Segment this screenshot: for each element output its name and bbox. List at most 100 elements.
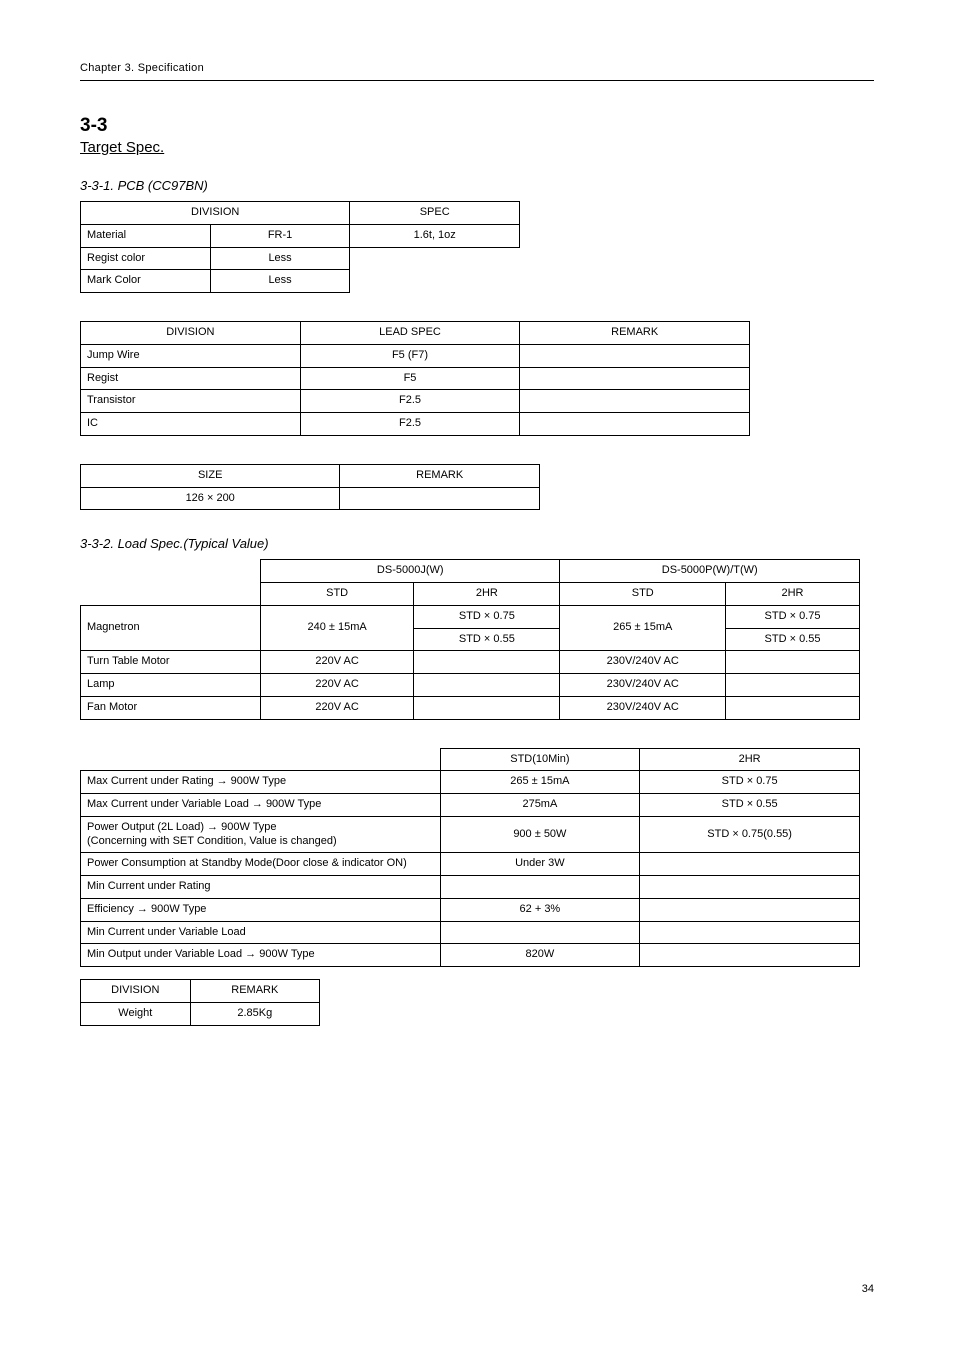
output-block: STD(10Min) 2HR Max Current under Rating …: [80, 748, 874, 968]
cell: [520, 390, 750, 413]
cell: [726, 696, 860, 719]
cell: [640, 853, 860, 876]
load-table: DS-5000J(W) DS-5000P(W)/T(W) STD 2HR STD…: [80, 559, 860, 719]
col-header: 2HR: [640, 748, 860, 771]
cell: 2.85Kg: [190, 1002, 319, 1025]
cell: 230V/240V AC: [560, 696, 726, 719]
table-row: Jump Wire F5 (F7): [81, 344, 750, 367]
load-block: DS-5000J(W) DS-5000P(W)/T(W) STD 2HR STD…: [80, 559, 874, 719]
cell: [520, 344, 750, 367]
cell: [640, 921, 860, 944]
table-row: Efficiency → 900W Type 62 + 3%: [81, 898, 860, 921]
cell: Min Current under Variable Load: [81, 921, 441, 944]
cell: Under 3W: [440, 853, 640, 876]
output-table: STD(10Min) 2HR Max Current under Rating …: [80, 748, 860, 968]
col-header: DIVISION: [81, 322, 301, 345]
col-header: STD(10Min): [440, 748, 640, 771]
cell-empty: [350, 270, 520, 293]
section-title: Target Spec.: [80, 139, 874, 156]
col-header: STD: [261, 583, 414, 606]
cell: 220V AC: [261, 674, 414, 697]
cell-empty: [350, 247, 520, 270]
cell: F2.5: [300, 413, 520, 436]
col-header: REMARK: [340, 464, 540, 487]
table-row: Regist F5: [81, 367, 750, 390]
cell: 240 ± 15mA: [261, 605, 414, 651]
table-row: Mark Color Less: [81, 270, 520, 293]
table-row: DIVISION SPEC: [81, 202, 520, 225]
col-header: 2HR: [414, 583, 560, 606]
cell: [726, 651, 860, 674]
table-row: IC F2.5: [81, 413, 750, 436]
cell: [640, 898, 860, 921]
table-row: Turn Table Motor 220V AC 230V/240V AC: [81, 651, 860, 674]
leadlength-table: DIVISION LEAD SPEC REMARK Jump Wire F5 (…: [80, 321, 750, 436]
cell: Min Output under Variable Load → 900W Ty…: [81, 944, 441, 967]
cell: Power Output (2L Load) → 900W Type (Conc…: [81, 816, 441, 853]
pcb-subtitle: 3-3-1. PCB (CC97BN): [80, 178, 874, 193]
cell: Regist: [81, 367, 301, 390]
col-header: DS-5000J(W): [261, 560, 560, 583]
cell: Max Current under Variable Load → 900W T…: [81, 794, 441, 817]
weight-block: DIVISION REMARK Weight 2.85Kg: [80, 979, 874, 1026]
cell: Less: [210, 270, 350, 293]
pattern-block: DIVISION SPEC Material FR-1 1.6t, 1oz Re…: [80, 201, 874, 293]
table-row: Min Current under Rating: [81, 876, 860, 899]
cell: [726, 674, 860, 697]
table-row: Max Current under Variable Load → 900W T…: [81, 794, 860, 817]
cell: STD × 0.55: [414, 628, 560, 651]
cell: 220V AC: [261, 651, 414, 674]
table-row: Max Current under Rating → 900W Type 265…: [81, 771, 860, 794]
table-row: Material FR-1 1.6t, 1oz: [81, 224, 520, 247]
header-rule: [80, 80, 874, 81]
table-row: Transistor F2.5: [81, 390, 750, 413]
chapter-label: Chapter 3. Specification: [80, 62, 874, 74]
cell-empty: [81, 560, 261, 606]
load-subtitle: 3-3-2. Load Spec.(Typical Value): [80, 536, 874, 551]
cell: F5 (F7): [300, 344, 520, 367]
table-row: Regist color Less: [81, 247, 520, 270]
cell: [414, 674, 560, 697]
cell: [440, 876, 640, 899]
cell: [640, 876, 860, 899]
cell: STD × 0.75: [414, 605, 560, 628]
cell: [520, 413, 750, 436]
table-row: Weight 2.85Kg: [81, 1002, 320, 1025]
page: Chapter 3. Specification 3-3 Target Spec…: [0, 0, 954, 1351]
cell: Less: [210, 247, 350, 270]
cell: F5: [300, 367, 520, 390]
table-row: Min Output under Variable Load → 900W Ty…: [81, 944, 860, 967]
table-row: Fan Motor 220V AC 230V/240V AC: [81, 696, 860, 719]
cell: STD × 0.75: [640, 771, 860, 794]
cell: 265 ± 15mA: [440, 771, 640, 794]
cell: Fan Motor: [81, 696, 261, 719]
cell: 230V/240V AC: [560, 651, 726, 674]
col-header: SIZE: [81, 464, 340, 487]
cell: 265 ± 15mA: [560, 605, 726, 651]
cell: [520, 367, 750, 390]
pcbsize-table: SIZE REMARK 126 × 200: [80, 464, 540, 511]
cell: STD × 0.75(0.55): [640, 816, 860, 853]
table-row: SIZE REMARK: [81, 464, 540, 487]
cell: 1.6t, 1oz: [350, 224, 520, 247]
cell: Regist color: [81, 247, 211, 270]
col-header: 2HR: [726, 583, 860, 606]
col-header: STD: [560, 583, 726, 606]
cell: Transistor: [81, 390, 301, 413]
cell: F2.5: [300, 390, 520, 413]
cell: [340, 487, 540, 510]
cell: STD × 0.55: [726, 628, 860, 651]
col-header: LEAD SPEC: [300, 322, 520, 345]
cell: 820W: [440, 944, 640, 967]
cell: IC: [81, 413, 301, 436]
table-row: Magnetron 240 ± 15mA STD × 0.75 265 ± 15…: [81, 605, 860, 628]
cell: Min Current under Rating: [81, 876, 441, 899]
weight-table: DIVISION REMARK Weight 2.85Kg: [80, 979, 320, 1026]
table-row: 126 × 200: [81, 487, 540, 510]
cell: [414, 651, 560, 674]
table-row: Power Consumption at Standby Mode(Door c…: [81, 853, 860, 876]
col-header: DS-5000P(W)/T(W): [560, 560, 860, 583]
cell: Magnetron: [81, 605, 261, 651]
cell: Lamp: [81, 674, 261, 697]
leadlength-block: DIVISION LEAD SPEC REMARK Jump Wire F5 (…: [80, 321, 874, 436]
